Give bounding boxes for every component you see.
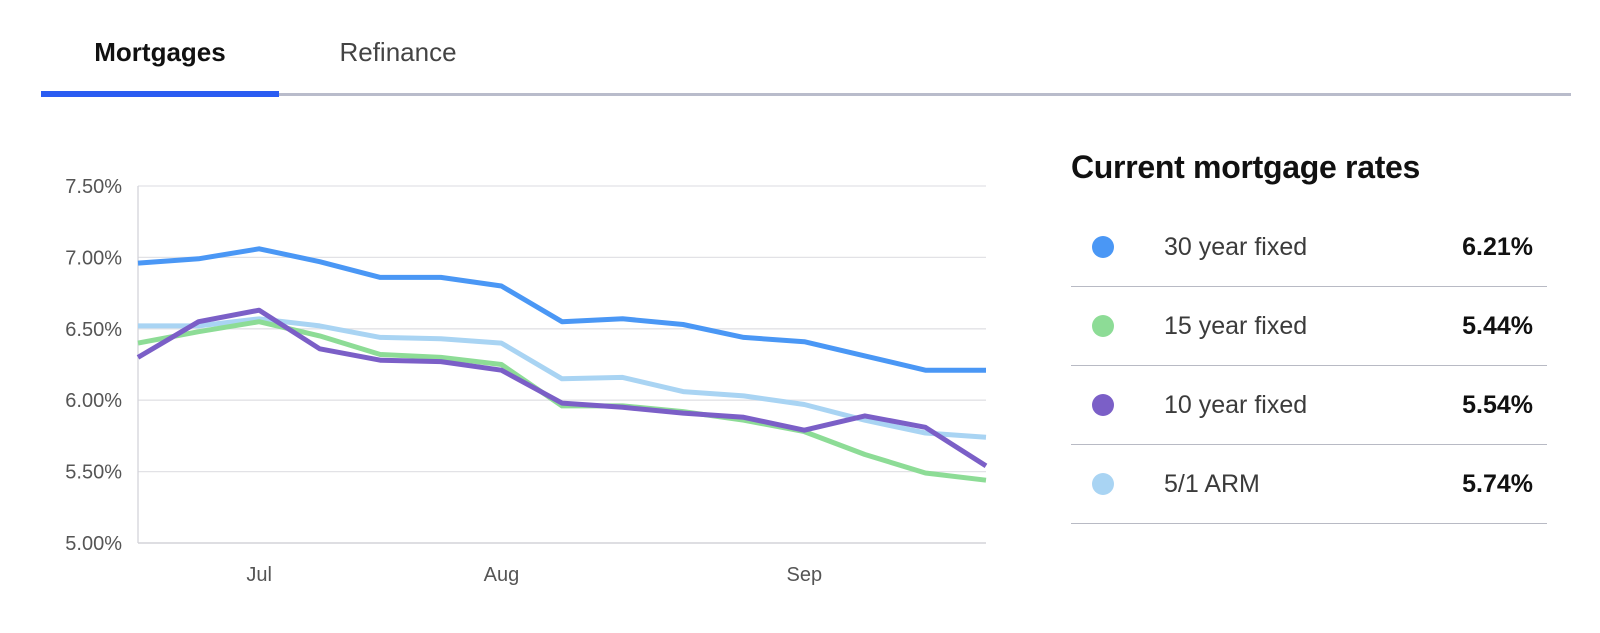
x-tick-label: Sep: [786, 564, 822, 586]
tab-divider: [41, 93, 1571, 96]
y-tick-label: 5.50%: [65, 462, 122, 484]
rate-row-10-year-fixed[interactable]: 10 year fixed 5.54%: [1071, 366, 1547, 445]
y-tick-label: 6.50%: [65, 319, 122, 341]
x-tick-label: Jul: [246, 564, 272, 586]
y-tick-label: 6.00%: [65, 390, 122, 412]
series-dot-icon: [1092, 394, 1114, 416]
y-tick-label: 5.00%: [65, 533, 122, 555]
rate-value: 5.54%: [1462, 390, 1533, 419]
rate-label: 10 year fixed: [1164, 390, 1308, 419]
rate-list: 30 year fixed 6.21% 15 year fixed 5.44% …: [1071, 208, 1547, 524]
series-dot-icon: [1092, 236, 1114, 258]
series-dot-icon: [1092, 473, 1114, 495]
rate-label: 30 year fixed: [1164, 232, 1308, 261]
rates-line-chart: 7.50% 7.00% 6.50% 6.00% 5.50% 5.00% Jul Aug Sep: [0, 150, 1000, 600]
rate-value: 5.74%: [1462, 469, 1533, 498]
rate-value: 6.21%: [1462, 232, 1533, 261]
series-line-30-year-fixed: [137, 246, 986, 373]
rate-row-5-1-arm[interactable]: 5/1 ARM 5.74%: [1071, 445, 1547, 524]
rate-label: 15 year fixed: [1164, 311, 1308, 340]
current-rates-panel: Current mortgage rates 30 year fixed 6.2…: [1071, 140, 1547, 524]
series-dot-icon: [1092, 315, 1114, 337]
series-line-15-year-fixed: [137, 319, 987, 483]
tab-mortgages[interactable]: Mortgages: [41, 22, 279, 97]
x-tick-label: Aug: [484, 564, 520, 586]
chart-svg: 7.50% 7.00% 6.50% 6.00% 5.50% 5.00% Jul Aug Sep: [65, 176, 988, 586]
rate-row-30-year-fixed[interactable]: 30 year fixed 6.21%: [1071, 208, 1547, 287]
rate-label: 5/1 ARM: [1164, 469, 1260, 498]
y-tick-label: 7.50%: [65, 176, 122, 198]
loan-type-tabs: Mortgages Refinance: [41, 22, 1571, 97]
y-tick-label: 7.00%: [65, 247, 122, 269]
series-line-10-year-fixed: [136, 307, 988, 469]
tab-mortgages-label: Mortgages: [94, 37, 226, 67]
rate-value: 5.44%: [1462, 311, 1533, 340]
rate-row-15-year-fixed[interactable]: 15 year fixed 5.44%: [1071, 287, 1547, 366]
tab-refinance[interactable]: Refinance: [317, 22, 479, 97]
rates-panel-title: Current mortgage rates: [1071, 149, 1421, 185]
tab-refinance-label: Refinance: [339, 37, 457, 67]
